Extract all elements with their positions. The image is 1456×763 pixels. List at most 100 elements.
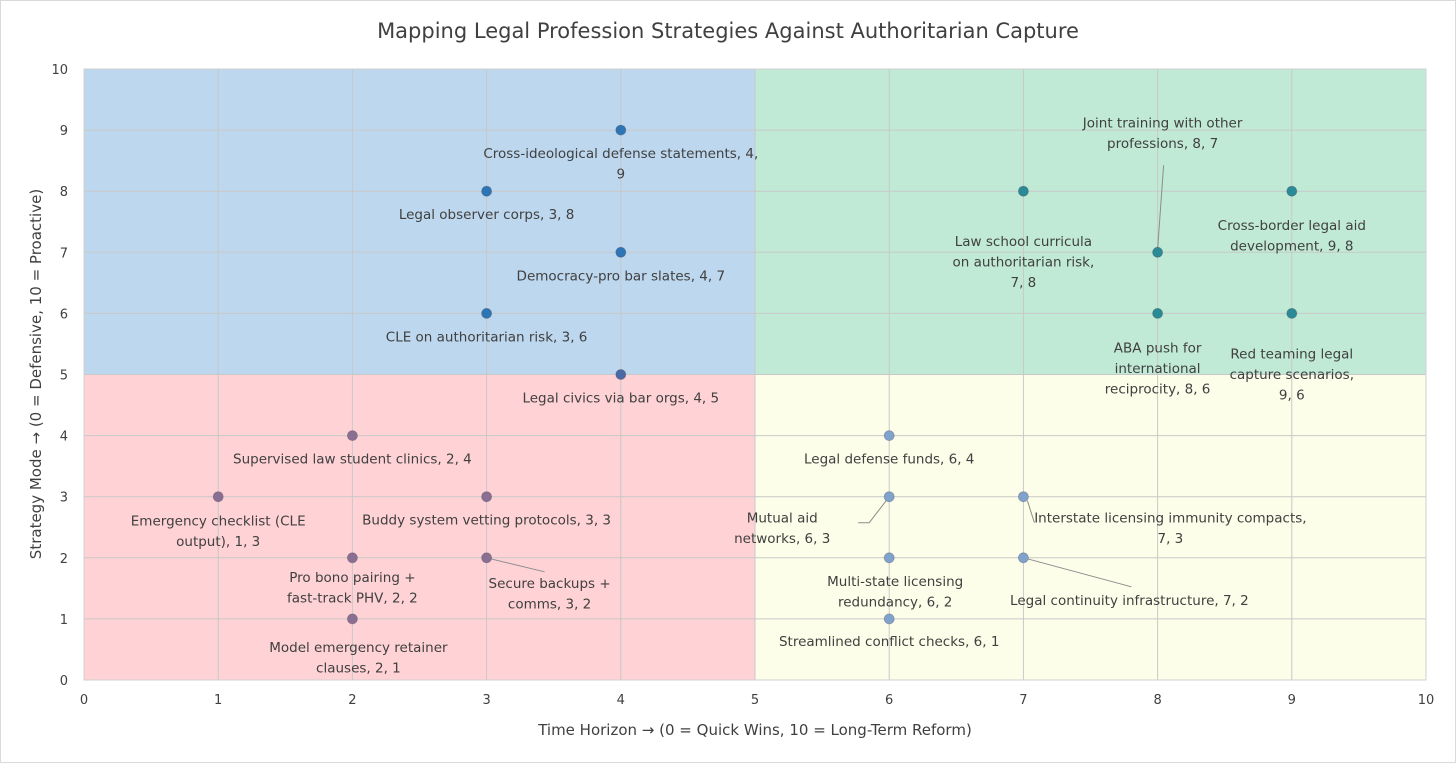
quadrant-1 [755,69,1426,375]
label-leader-line [858,500,887,524]
data-point [615,246,627,258]
data-label-line: Cross-border legal aid [1218,218,1366,234]
data-label: Legal civics via bar orgs, 4, 5 [522,391,719,407]
data-point [883,613,895,625]
data-point [1018,491,1029,503]
axis-ticks: 0 1 2 3 4 5 6 7 8 9 10 0 1 2 3 4 5 6 7 8 9 10 [51,63,1434,708]
data-label: Legal defense funds, 6, 4 [804,452,974,468]
data-point [883,491,895,503]
data-label: Pro bono pairing + fast-track PHV, 2, 2 [287,570,418,607]
data-label: ABA push for international reciprocity, 8,… [1105,340,1211,397]
data-label: Supervised law student clinics, 2, 4 [233,452,472,468]
data-point [1152,307,1163,319]
data-label-line: Secure backups + [489,576,611,592]
data-label-line: redundancy, 6, 2 [838,594,952,610]
data-label-line: comms, 3, 2 [508,596,591,612]
data-label: Streamlined conflict checks, 6, 1 [779,634,999,650]
y-tick-label: 6 [60,307,68,322]
quadrant-2 [84,374,755,680]
x-tick-label: 1 [214,693,222,708]
data-label-line: 9 [617,167,626,183]
data-point [346,430,358,442]
data-point [481,552,493,564]
data-point [1286,185,1298,197]
data-point [212,491,224,503]
x-tick-label: 10 [1418,693,1435,708]
label-leader-lines [490,165,1165,588]
data-label-line: CLE on authoritarian risk, 3, 6 [386,329,588,345]
x-axis-title: Time Horizon → (0 = Quick Wins, 10 = Lon… [537,721,972,739]
y-tick-label: 1 [60,613,68,628]
data-point [615,124,627,136]
y-tick-label: 5 [60,369,68,384]
x-tick-label: 8 [1153,693,1161,708]
data-label-line: output), 1, 3 [176,534,260,550]
label-leader-line [1026,500,1035,523]
data-label-line: networks, 6, 3 [734,531,830,547]
x-tick-label: 4 [617,693,625,708]
quadrant-0 [84,69,755,375]
data-label-line: Legal continuity infrastructure, 7, 2 [1010,593,1249,609]
data-label-line: Legal defense funds, 6, 4 [804,452,974,468]
data-label-line: 7, 3 [1158,531,1184,547]
data-label: Democracy-pro bar slates, 4, 7 [517,268,726,284]
x-tick-label: 9 [1288,693,1296,708]
y-tick-label: 2 [60,552,68,567]
data-point [1152,246,1163,258]
data-point [883,552,895,564]
y-tick-label: 8 [60,185,68,200]
y-tick-label: 9 [60,124,68,139]
data-label-line: 7, 8 [1011,275,1037,291]
data-label-line: Democracy-pro bar slates, 4, 7 [517,268,726,284]
x-tick-label: 3 [482,693,490,708]
data-label: Multi-state licensing redundancy, 6, 2 [827,574,963,611]
y-tick-label: 4 [60,430,68,445]
data-label-line: Buddy system vetting protocols, 3, 3 [362,513,611,529]
data-point [346,613,358,625]
data-label-line: Red teaming legal [1230,346,1353,362]
data-label-line: Supervised law student clinics, 2, 4 [233,452,472,468]
data-point [481,491,493,503]
data-label-line: Multi-state licensing [827,574,963,590]
data-label-line: fast-track PHV, 2, 2 [287,590,418,606]
y-tick-label: 10 [51,63,68,78]
data-point [1018,185,1029,197]
data-labels: Cross-ideological defense statements, 4,… [131,115,1366,676]
y-tick-label: 3 [60,491,68,506]
data-label: Red teaming legal capture scenarios, 9, 6 [1230,346,1354,403]
data-label-line: capture scenarios, [1230,367,1354,383]
label-leader-line [1027,558,1132,588]
data-label-line: clauses, 2, 1 [316,660,401,676]
data-label-line: Legal observer corps, 3, 8 [399,207,575,223]
data-label: Joint training with other professions, 8,… [1082,115,1243,152]
label-leader-line [490,558,545,573]
data-point [481,307,493,319]
data-label-line: Law school curricula [955,234,1092,250]
data-point [1286,307,1298,319]
data-label-line: international [1115,361,1201,377]
data-label: CLE on authoritarian risk, 3, 6 [386,329,588,345]
data-label: Emergency checklist (CLE output), 1, 3 [131,514,306,551]
data-label: Legal continuity infrastructure, 7, 2 [1010,593,1249,609]
data-label: Law school curricula on authoritarian ris… [953,234,1095,291]
data-label: Cross-ideological defense statements, 4,… [483,146,758,183]
chart-title: Mapping Legal Profession Strategies Agai… [377,19,1079,43]
data-points [212,124,1298,625]
data-point [1018,552,1029,564]
label-leader-line [1157,165,1165,250]
data-label: Mutual aid networks, 6, 3 [734,511,830,548]
data-label-line: 9, 6 [1279,387,1305,403]
data-label-line: Streamlined conflict checks, 6, 1 [779,634,999,650]
data-label-line: Legal civics via bar orgs, 4, 5 [522,391,719,407]
data-label-line: Cross-ideological defense statements, 4, [483,146,758,162]
data-label: Legal observer corps, 3, 8 [399,207,575,223]
data-label: Buddy system vetting protocols, 3, 3 [362,513,611,529]
data-point [615,369,627,380]
data-label: Secure backups + comms, 3, 2 [489,576,611,613]
data-point [883,430,895,442]
y-axis-title: Strategy Mode → (0 = Defensive, 10 = Pro… [27,189,45,559]
data-label: Cross-border legal aid development, 9, 8 [1218,218,1366,255]
data-label: Interstate licensing immunity compacts, 7… [1034,511,1306,548]
x-tick-label: 0 [80,693,88,708]
